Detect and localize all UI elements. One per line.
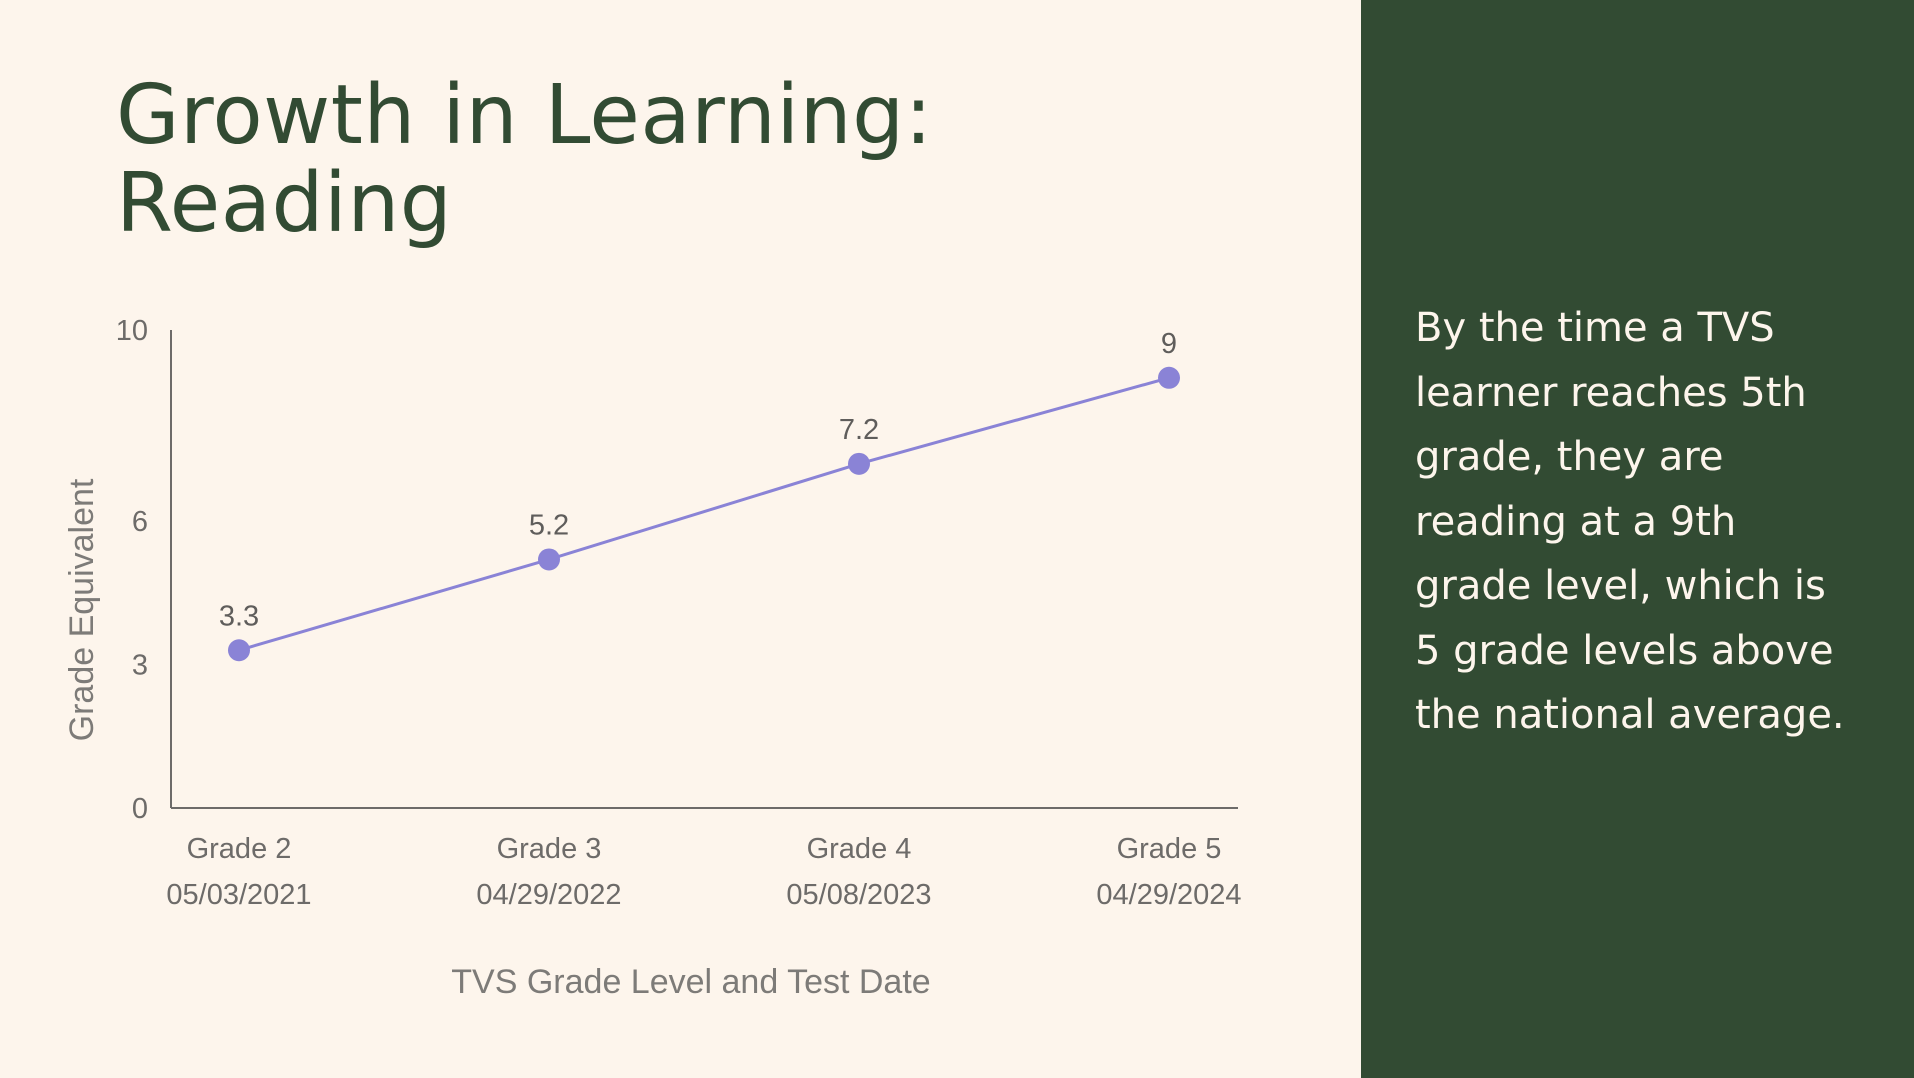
- data-label: 9: [1161, 328, 1177, 360]
- title-line-2: Reading: [116, 156, 453, 251]
- data-point: [1158, 366, 1180, 389]
- x-tick-label: 05/08/2023: [786, 879, 931, 911]
- data-point: [228, 639, 250, 662]
- y-axis-title: Grade Equivalent: [63, 478, 101, 741]
- summary-line-7: the national average.: [1415, 692, 1845, 738]
- series-line: [238, 376, 1170, 652]
- data-label: 3.3: [219, 600, 259, 632]
- x-tick-label: Grade 2: [187, 833, 292, 865]
- summary-line-3: grade, they are: [1415, 434, 1724, 480]
- summary-text: By the time a TVS learner reaches 5th gr…: [1415, 296, 1910, 748]
- data-label: 7.2: [839, 414, 879, 446]
- summary-line-2: learner reaches 5th: [1415, 369, 1807, 416]
- data-point: [538, 548, 560, 571]
- x-axis-title: TVS Grade Level and Test Date: [451, 963, 930, 1001]
- title-line-1: Growth in Learning:: [116, 68, 933, 163]
- x-tick-label: Grade 5: [1117, 833, 1222, 865]
- y-tick-label: 0: [132, 793, 148, 825]
- x-tick-label: Grade 3: [497, 833, 602, 865]
- slide-title: Growth in Learning: Reading: [116, 72, 933, 248]
- summary-line-1: By the time a TVS: [1415, 305, 1775, 351]
- summary-panel: [1361, 0, 1914, 1078]
- x-tick-label: 05/03/2021: [166, 879, 311, 911]
- summary-line-6: 5 grade levels above: [1415, 627, 1834, 674]
- y-tick-label: 3: [132, 650, 148, 682]
- x-tick-label: 04/29/2024: [1096, 879, 1241, 911]
- data-point: [848, 452, 870, 475]
- chart-panel: [0, 0, 1361, 1078]
- x-tick-label: 04/29/2022: [476, 879, 621, 911]
- data-label: 5.2: [529, 509, 569, 541]
- summary-line-5: grade level, which is: [1415, 563, 1826, 609]
- y-tick-label: 10: [116, 315, 148, 347]
- line-chart: 0 3 6 10 Grade 2 05/03/2021 Grade 3 04/29/2022…: [63, 315, 1242, 1001]
- y-tick-label: 6: [132, 506, 148, 538]
- summary-line-4: reading at a 9th: [1415, 498, 1737, 545]
- x-tick-label: Grade 4: [807, 833, 912, 865]
